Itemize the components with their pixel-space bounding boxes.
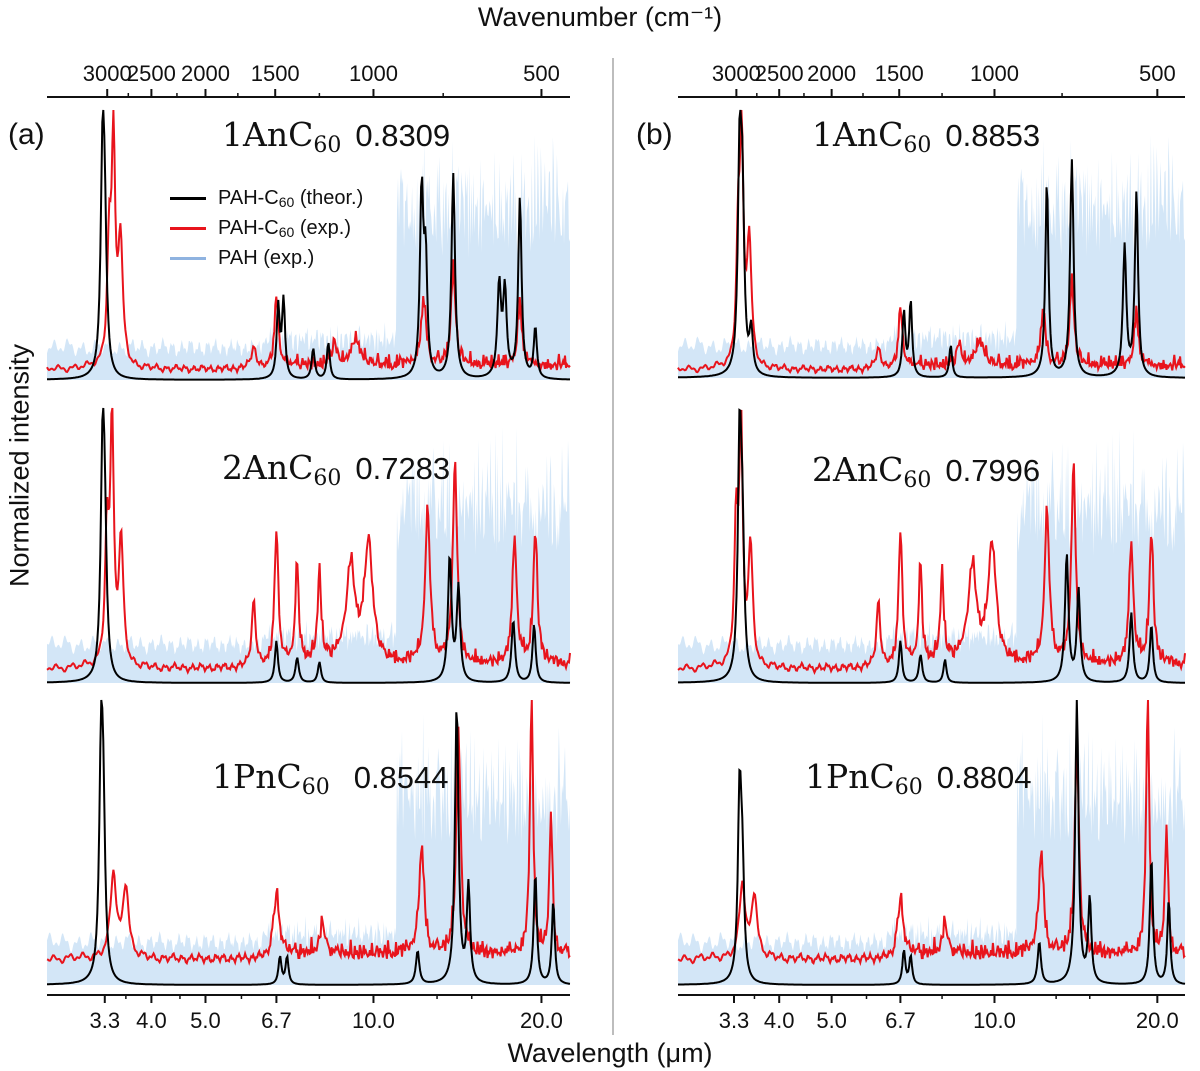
legend-item-pah: PAH (exp.) — [170, 243, 363, 273]
series-exp-line — [677, 409, 1186, 675]
series-exp-line — [677, 699, 1186, 967]
similarity-score: 0.7283 — [355, 451, 451, 486]
pah-exp-area — [47, 426, 570, 683]
bottom-tick-label: 5.0 — [816, 1008, 847, 1033]
legend-swatch — [170, 226, 206, 230]
bottom-tick-label: 3.3 — [89, 1008, 120, 1033]
legend-swatch — [170, 196, 206, 200]
pah-exp-area — [678, 714, 1185, 985]
legend-swatch — [170, 256, 206, 260]
bottom-tick-label: 10.0 — [973, 1008, 1016, 1033]
top-tick-label: 2000 — [181, 61, 230, 86]
legend-item-exp: PAH-C60 (exp.) — [170, 213, 363, 243]
molecule-name: 1PnC — [805, 757, 895, 796]
similarity-score: 0.8804 — [936, 760, 1032, 795]
spectrum-label-b2: 2AnC60 0.7996 — [812, 450, 1040, 493]
top-tick-label: 3000 — [83, 61, 132, 86]
series-theor-line — [678, 109, 1185, 379]
similarity-score: 0.7996 — [945, 453, 1041, 488]
molecule-subscript: 60 — [903, 133, 932, 158]
bottom-tick-label: 10.0 — [352, 1008, 395, 1033]
pah-exp-area — [47, 135, 570, 380]
series-exp-line — [46, 699, 571, 966]
bottom-tick-label: 20.0 — [520, 1008, 563, 1033]
panel-label-b: (b) — [636, 118, 673, 151]
molecule-subscript: 60 — [313, 466, 342, 491]
molecule-name: 2AnC — [812, 450, 904, 489]
series-theor-line — [47, 699, 571, 986]
molecule-name: 1AnC — [222, 115, 314, 154]
top-tick-label: 3000 — [712, 61, 761, 86]
top-axis-title: Wavenumber (cm⁻¹) — [477, 2, 723, 32]
top-tick-label: 1000 — [349, 61, 398, 86]
molecule-subscript: 60 — [301, 775, 330, 800]
bottom-tick-label: 20.0 — [1136, 1008, 1179, 1033]
bottom-tick-label: 5.0 — [190, 1008, 221, 1033]
similarity-score: 0.8544 — [353, 760, 449, 795]
molecule-subscript: 60 — [903, 468, 932, 493]
legend: PAH-C60 (theor.) PAH-C60 (exp.) PAH (exp… — [170, 183, 363, 273]
top-tick-label: 500 — [1139, 61, 1176, 86]
series-theor-line — [47, 407, 571, 684]
bottom-axis-title: Wavelength (μm) — [507, 1038, 713, 1068]
bottom-tick-label: 4.0 — [764, 1008, 795, 1033]
pah-exp-area — [678, 428, 1185, 683]
legend-text: PAH-C60 (theor.) — [218, 186, 364, 210]
pah-exp-area — [47, 714, 570, 985]
pah-exp-area — [678, 135, 1185, 378]
similarity-score: 0.8853 — [945, 118, 1041, 153]
molecule-name: 1AnC — [812, 115, 904, 154]
spectrum-label-a1: 1AnC60 0.8309 — [222, 115, 450, 158]
similarity-score: 0.8309 — [355, 118, 451, 153]
bottom-tick-label: 4.0 — [136, 1008, 167, 1033]
top-tick-label: 500 — [523, 61, 560, 86]
legend-text: PAH-C60 (exp.) — [218, 216, 352, 240]
series-exp-line — [677, 109, 1186, 376]
panel-label-a: (a) — [8, 118, 45, 151]
spectrum-label-a2: 2AnC60 0.7283 — [222, 448, 450, 491]
series-theor-line — [678, 699, 1186, 986]
bottom-tick-label: 6.7 — [885, 1008, 916, 1033]
spectrum-label-b1: 1AnC60 0.8853 — [812, 115, 1040, 158]
legend-item-theor: PAH-C60 (theor.) — [170, 183, 363, 213]
molecule-subscript: 60 — [313, 133, 342, 158]
top-tick-label: 2000 — [807, 61, 856, 86]
series-exp-line — [46, 407, 571, 675]
y-axis-title: Normalized intensity — [4, 343, 35, 588]
legend-text: PAH (exp.) — [218, 246, 315, 269]
spectrum-label-a3: 1PnC60 0.8544 — [212, 757, 449, 800]
series-theor-line — [47, 109, 570, 381]
top-tick-label: 1000 — [970, 61, 1019, 86]
molecule-subscript: 60 — [894, 775, 923, 800]
bottom-tick-label: 6.7 — [261, 1008, 292, 1033]
series-exp-line — [46, 109, 571, 375]
top-tick-label: 2500 — [755, 61, 804, 86]
bottom-tick-label: 3.3 — [719, 1008, 750, 1033]
top-tick-label: 1500 — [875, 61, 924, 86]
molecule-name: 2AnC — [222, 448, 314, 487]
top-tick-label: 1500 — [251, 61, 300, 86]
series-theor-line — [678, 408, 1185, 684]
top-tick-label: 2500 — [127, 61, 176, 86]
spectrum-label-b3: 1PnC60 0.8804 — [805, 757, 1032, 800]
molecule-name: 1PnC — [212, 757, 302, 796]
